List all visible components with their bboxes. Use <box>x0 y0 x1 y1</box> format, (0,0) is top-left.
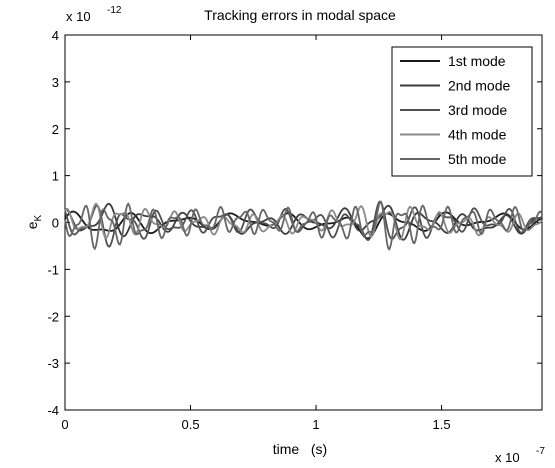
series-line-5 <box>64 200 543 251</box>
y-axis-label-subscript: K <box>33 214 44 221</box>
x-tick-label: 1 <box>312 417 319 432</box>
x-axis-ticks: 0 0.5 1 1.5 <box>61 35 451 432</box>
y-multiplier-base: x 10 <box>66 9 91 24</box>
legend-label: 4th mode <box>448 127 507 143</box>
x-multiplier: x 10 -7 <box>495 446 545 465</box>
y-axis-label-main: e <box>24 221 40 229</box>
y-tick-label: -3 <box>47 356 59 371</box>
y-tick-label: -1 <box>47 262 59 277</box>
legend-label: 5th mode <box>448 151 507 167</box>
x-tick-label: 0 <box>61 417 68 432</box>
x-multiplier-exponent: -7 <box>536 446 545 457</box>
y-tick-label: 0 <box>52 216 59 231</box>
y-tick-label: 2 <box>52 122 59 137</box>
x-tick-label: 1.5 <box>433 417 451 432</box>
y-tick-label: 3 <box>52 75 59 90</box>
legend-box <box>391 46 533 177</box>
y-multiplier: x 10 -12 <box>66 5 122 24</box>
x-tick-label: 0.5 <box>181 417 199 432</box>
y-tick-label: -2 <box>47 309 59 324</box>
chart-title: Tracking errors in modal space <box>204 7 396 23</box>
legend-items: 1st mode 2nd mode 3rd mode 4th mode 5th mode <box>400 53 510 167</box>
y-tick-label: 4 <box>52 28 59 43</box>
y-axis-ticks: -4 -3 -2 -1 0 1 2 3 4 <box>47 28 542 418</box>
x-axis-label: time (s) <box>273 441 327 457</box>
y-axis-label: eK <box>24 214 44 229</box>
series-line-2 <box>64 202 543 241</box>
series-layer <box>64 200 543 251</box>
legend-label: 3rd mode <box>448 102 507 118</box>
x-multiplier-base: x 10 <box>495 450 520 465</box>
svg-text:eK: eK <box>24 214 44 229</box>
y-multiplier-exponent: -12 <box>107 5 122 16</box>
series-line-4 <box>64 202 543 241</box>
legend-label: 2nd mode <box>448 78 510 94</box>
y-tick-label: 1 <box>52 169 59 184</box>
series-line-3 <box>64 200 543 248</box>
legend: 1st mode 2nd mode 3rd mode 4th mode 5th mode <box>391 46 533 177</box>
y-tick-label: -4 <box>47 403 59 418</box>
legend-label: 1st mode <box>448 53 506 69</box>
